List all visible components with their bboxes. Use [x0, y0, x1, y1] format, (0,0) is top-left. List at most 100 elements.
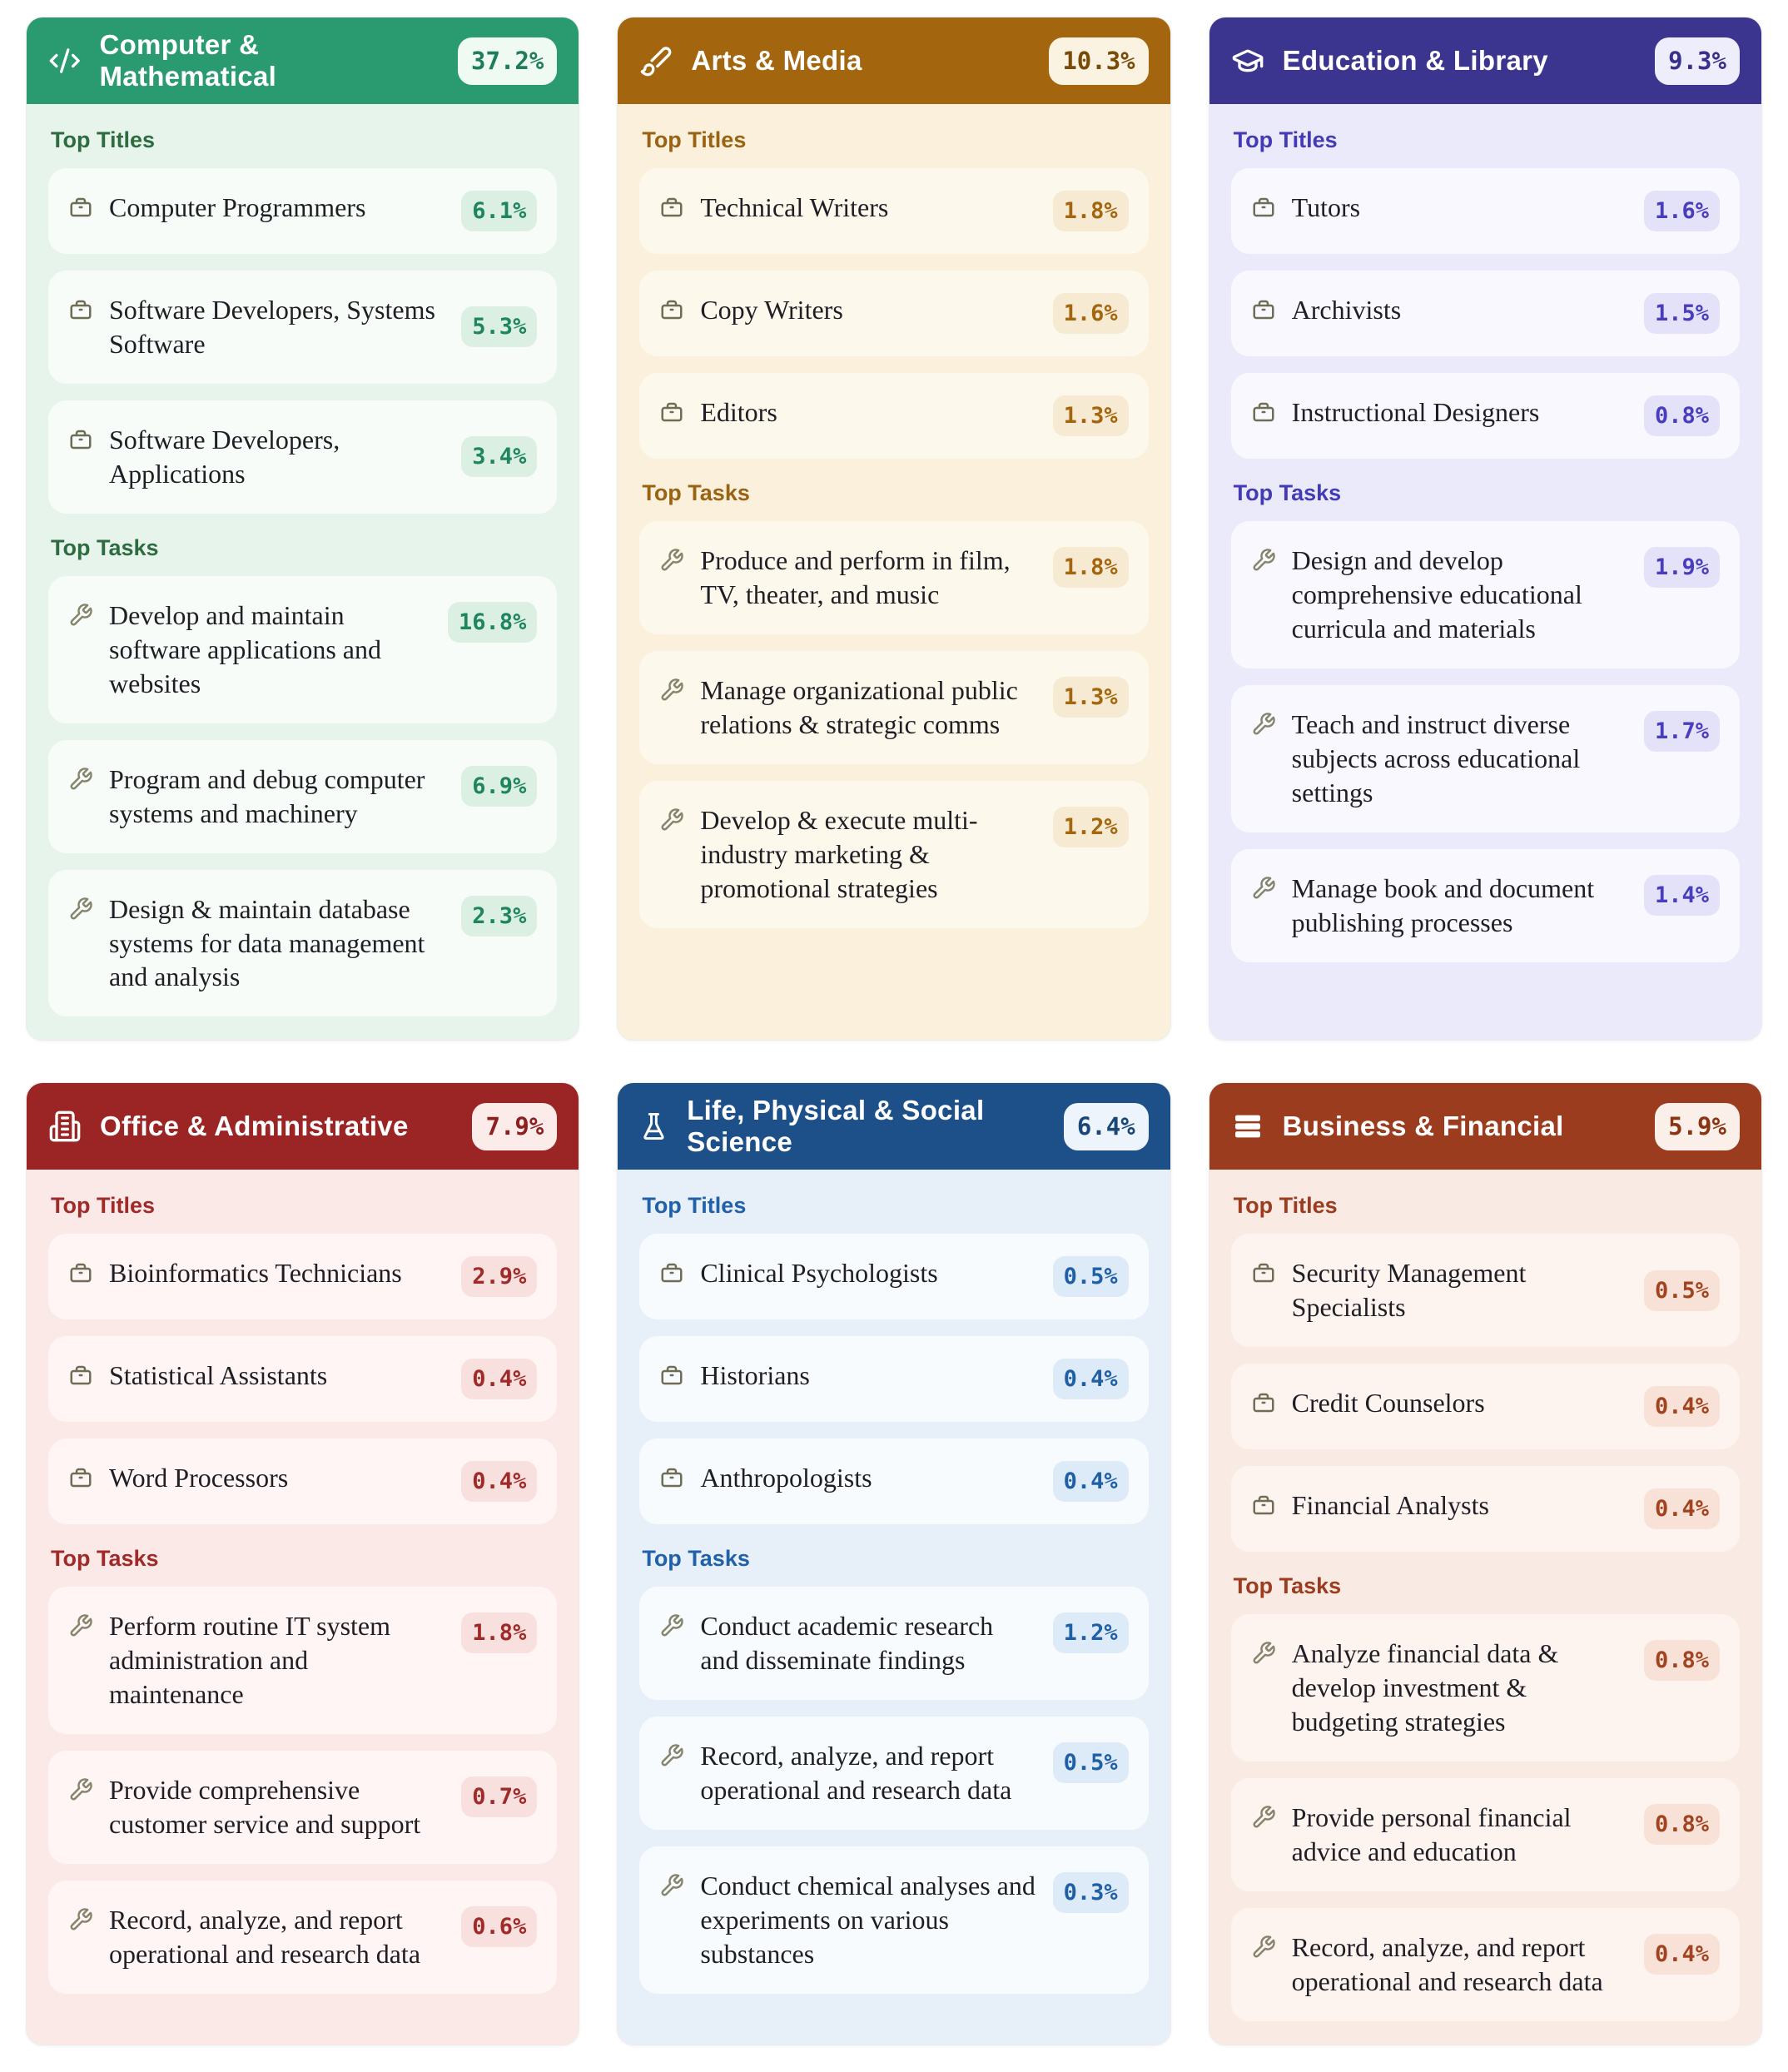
category-title: Arts & Media	[691, 45, 862, 76]
top-tasks-list: Conduct academic research and disseminat…	[639, 1587, 1149, 1995]
briefcase-icon	[68, 297, 93, 322]
wrench-icon	[68, 603, 93, 628]
task-percent: 1.2%	[1052, 806, 1129, 847]
top-titles-list: Security Management Specialists 0.5% Cre…	[1230, 1234, 1740, 1553]
top-tasks-label: Top Tasks	[51, 1546, 159, 1572]
task-percent: 0.5%	[1052, 1742, 1129, 1784]
briefcase-icon	[659, 195, 684, 220]
task-label: Manage organizational public relations &…	[700, 674, 1018, 739]
task-label: Record, analyze, and report operational …	[700, 1741, 1012, 1806]
top-titles-list: Computer Programmers 6.1% Software Devel…	[48, 168, 558, 514]
briefcase-icon	[68, 1260, 93, 1285]
title-percent: 0.8%	[1643, 395, 1720, 436]
title-item: Software Developers, Systems Software 5.…	[48, 271, 558, 384]
title-label: Editors	[700, 397, 777, 427]
task-percent: 0.6%	[461, 1906, 538, 1948]
category-title: Life, Physical & Social Science	[687, 1095, 985, 1158]
card-body: Top Titles Tutors 1.6% Archivists 1.5% I…	[1209, 104, 1761, 986]
wrench-icon	[1251, 1641, 1276, 1666]
title-label: Instructional Designers	[1291, 397, 1540, 427]
title-item: Editors 1.3%	[639, 373, 1149, 459]
task-percent: 1.8%	[461, 1612, 538, 1654]
task-item: Manage organizational public relations &…	[639, 650, 1149, 764]
task-item: Conduct chemical analyses and experiment…	[639, 1846, 1149, 1995]
wrench-icon	[659, 1873, 684, 1898]
top-tasks-label: Top Tasks	[51, 534, 159, 560]
wrench-icon	[68, 1907, 93, 1932]
task-percent: 1.4%	[1643, 874, 1720, 916]
top-titles-label: Top Titles	[51, 127, 156, 152]
title-label: Computer Programmers	[109, 192, 366, 222]
category-header: Arts & Media 10.3%	[618, 17, 1170, 104]
briefcase-icon	[659, 1465, 684, 1490]
title-label: Technical Writers	[700, 192, 889, 222]
title-label: Security Management Specialists	[1291, 1258, 1527, 1323]
briefcase-icon	[1251, 195, 1276, 220]
wrench-icon	[1251, 1935, 1276, 1960]
title-item: Computer Programmers 6.1%	[48, 168, 558, 254]
table-rows-icon	[1231, 1110, 1264, 1143]
card-business-financial: Business & Financial 5.9% Top Titles Sec…	[1208, 1082, 1762, 2046]
wrench-icon	[659, 1743, 684, 1768]
briefcase-icon	[659, 400, 684, 425]
top-tasks-list: Analyze financial data & develop investm…	[1230, 1614, 1740, 2022]
title-item: Clinical Psychologists 0.5%	[639, 1234, 1149, 1320]
title-percent: 0.4%	[461, 1359, 538, 1400]
title-label: Anthropologists	[700, 1463, 872, 1493]
task-label: Provide personal financial advice and ed…	[1291, 1802, 1572, 1867]
card-body: Top Titles Clinical Psychologists 0.5% H…	[618, 1170, 1170, 2017]
top-titles-label: Top Titles	[1233, 127, 1338, 152]
category-header: Business & Financial 5.9%	[1209, 1083, 1761, 1170]
title-percent: 3.4%	[461, 436, 538, 478]
top-titles-list: Clinical Psychologists 0.5% Historians 0…	[639, 1234, 1149, 1525]
title-label: Tutors	[1291, 192, 1361, 222]
task-item: Record, analyze, and report operational …	[48, 1881, 558, 1995]
task-label: Conduct chemical analyses and experiment…	[700, 1871, 1036, 1970]
top-tasks-list: Produce and perform in film, TV, theater…	[639, 521, 1149, 928]
card-office-administrative: Office & Administrative 7.9% Top Titles …	[26, 1082, 580, 2046]
category-header: Life, Physical & Social Science 6.4%	[618, 1083, 1170, 1170]
wrench-icon	[1251, 1805, 1276, 1830]
top-titles-label: Top Titles	[642, 1193, 747, 1219]
title-label: Word Processors	[109, 1463, 289, 1493]
task-item: Develop & execute multi-industry marketi…	[639, 780, 1149, 928]
category-percent-badge: 6.4%	[1063, 1102, 1149, 1150]
task-label: Develop & execute multi-industry marketi…	[700, 804, 978, 903]
wrench-icon	[1251, 876, 1276, 901]
graduation-cap-icon	[1231, 44, 1264, 77]
briefcase-icon	[68, 1363, 93, 1388]
task-item: Design & maintain database systems for d…	[48, 869, 558, 1017]
top-tasks-label: Top Tasks	[1233, 1573, 1342, 1599]
title-percent: 6.1%	[461, 191, 538, 231]
task-label: Teach and instruct diverse subjects acro…	[1291, 708, 1581, 807]
category-percent-badge: 9.3%	[1655, 37, 1740, 85]
top-tasks-list: Develop and maintain software applicatio…	[48, 575, 558, 1017]
title-label: Copy Writers	[700, 295, 843, 325]
task-percent: 1.8%	[1052, 547, 1129, 588]
wrench-icon	[659, 678, 684, 703]
category-percent-badge: 5.9%	[1655, 1102, 1740, 1150]
task-label: Record, analyze, and report operational …	[1291, 1932, 1603, 1997]
task-label: Develop and maintain software applicatio…	[109, 599, 381, 698]
title-percent: 0.4%	[1052, 1359, 1129, 1400]
code-icon	[48, 44, 81, 77]
top-tasks-list: Perform routine IT system administration…	[48, 1587, 558, 1995]
briefcase-icon	[1251, 1390, 1276, 1415]
briefcase-icon	[1251, 400, 1276, 425]
title-item: Copy Writers 1.6%	[639, 271, 1149, 356]
title-item: Historians 0.4%	[639, 1336, 1149, 1423]
task-item: Develop and maintain software applicatio…	[48, 575, 558, 723]
briefcase-icon	[68, 1465, 93, 1490]
task-label: Perform routine IT system administration…	[109, 1611, 391, 1710]
title-item: Credit Counselors 0.4%	[1230, 1364, 1740, 1450]
title-percent: 1.6%	[1052, 293, 1129, 334]
task-percent: 16.8%	[448, 601, 538, 643]
card-education-library: Education & Library 9.3% Top Titles Tuto…	[1208, 17, 1762, 1041]
task-label: Produce and perform in film, TV, theater…	[700, 545, 1011, 609]
title-label: Software Developers, Systems Software	[109, 295, 435, 359]
card-computer-mathematical: Computer & Mathematical 37.2% Top Titles…	[26, 17, 580, 1041]
briefcase-icon	[68, 195, 93, 220]
card-arts-media: Arts & Media 10.3% Top Titles Technical …	[617, 17, 1171, 1041]
title-percent: 2.9%	[461, 1256, 538, 1298]
title-label: Credit Counselors	[1291, 1388, 1485, 1419]
